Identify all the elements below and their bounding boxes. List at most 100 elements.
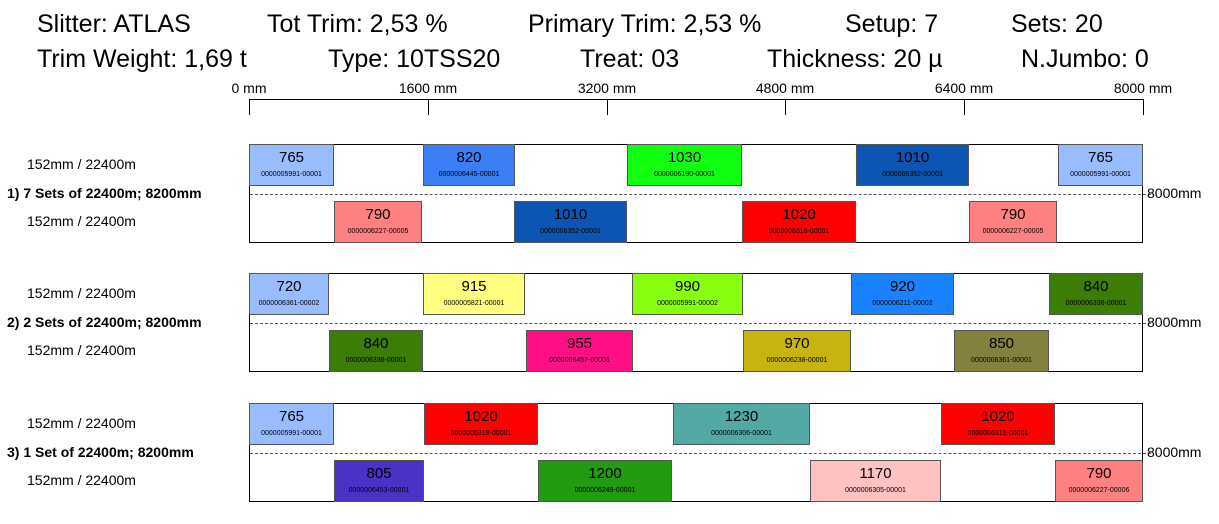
slit-block[interactable]: 955 0000006457-00001 bbox=[526, 330, 633, 372]
set-title: 3) 1 Set of 22400m; 8200mm bbox=[7, 444, 194, 460]
slit-width: 765 bbox=[278, 149, 305, 166]
row-label-top: 152mm / 22400m bbox=[27, 285, 136, 301]
axis-tick-label: 1600 mm bbox=[398, 80, 458, 96]
slit-width: 805 bbox=[366, 465, 392, 482]
slit-block[interactable]: 915 0000005821-00001 bbox=[423, 273, 525, 315]
axis-tick-label: 0 mm bbox=[231, 80, 267, 96]
axis-tick bbox=[249, 99, 250, 115]
slit-block[interactable]: 1030 0000006190-00001 bbox=[627, 144, 742, 186]
slit-width: 955 bbox=[566, 335, 593, 352]
row-divider bbox=[250, 323, 1151, 324]
slit-code: 0000005991-00001 bbox=[1070, 171, 1131, 178]
slit-block[interactable]: 850 0000006361-00001 bbox=[954, 330, 1049, 372]
slit-block[interactable]: 840 0000006336-00001 bbox=[329, 330, 423, 372]
slit-width: 990 bbox=[674, 278, 701, 295]
slitter-label: Slitter: ATLAS bbox=[37, 10, 191, 38]
row-width-label: 8000mm bbox=[1147, 444, 1202, 460]
slit-width: 1020 bbox=[782, 206, 816, 223]
slit-code: 0000006305-00001 bbox=[845, 487, 906, 494]
slit-block[interactable]: 790 0000006227-00005 bbox=[334, 201, 422, 243]
set-title: 1) 7 Sets of 22400m; 8200mm bbox=[7, 185, 202, 201]
slit-width: 1010 bbox=[553, 206, 588, 223]
treat-label: Treat: 03 bbox=[580, 45, 680, 73]
slit-code: 0000006352-00001 bbox=[882, 171, 943, 178]
slit-code: 0000006457-00001 bbox=[549, 357, 610, 364]
thickness-label: Thickness: 20 µ bbox=[767, 45, 943, 73]
slit-code: 0000006352-00001 bbox=[540, 228, 601, 235]
slit-code: 0000006190-00001 bbox=[654, 171, 715, 178]
slit-code: 0000006445-00001 bbox=[438, 171, 500, 178]
axis-line bbox=[249, 99, 1144, 100]
axis-tick bbox=[607, 99, 608, 115]
slit-block[interactable]: 1170 0000006305-00001 bbox=[810, 460, 941, 502]
trim-weight-label: Trim Weight: 1,69 t bbox=[37, 45, 247, 73]
slit-block[interactable]: 1020 0000006319-00001 bbox=[941, 403, 1055, 445]
slit-block[interactable]: 765 0000005991-00001 bbox=[1058, 144, 1143, 186]
slit-width: 790 bbox=[1000, 206, 1026, 223]
axis-tick bbox=[1143, 99, 1144, 115]
slit-code: 0000006306-00001 bbox=[711, 430, 772, 437]
slit-block[interactable]: 1010 0000006352-00001 bbox=[514, 201, 627, 243]
slit-code: 0000006319-00001 bbox=[967, 430, 1029, 437]
n-jumbo-label: N.Jumbo: 0 bbox=[1021, 45, 1149, 73]
axis-tick-label: 6400 mm bbox=[934, 80, 994, 96]
slit-block[interactable]: 765 0000005991-00001 bbox=[249, 144, 334, 186]
axis-tick-label: 8000 mm bbox=[1113, 80, 1173, 96]
setup-label: Setup: 7 bbox=[845, 10, 939, 38]
slit-width: 970 bbox=[784, 335, 810, 352]
slit-block[interactable]: 990 0000005991-00002 bbox=[632, 273, 743, 315]
slit-block[interactable]: 1020 0000006319-00001 bbox=[742, 201, 856, 243]
slit-block[interactable]: 1020 0000006319-00001 bbox=[424, 403, 538, 445]
slit-width: 915 bbox=[461, 278, 487, 295]
slit-block[interactable]: 765 0000005991-00001 bbox=[249, 403, 334, 445]
slit-code: 0000006227-00005 bbox=[347, 228, 409, 235]
row-width-label: 8000mm bbox=[1147, 314, 1202, 330]
slit-block[interactable]: 820 0000006445-00001 bbox=[423, 144, 515, 186]
type-label: Type: 10TSS20 bbox=[328, 45, 501, 73]
slit-code: 0000006227-00006 bbox=[1068, 487, 1130, 494]
slit-width: 790 bbox=[1086, 465, 1112, 482]
slit-code: 0000006211-00002 bbox=[872, 300, 933, 307]
slit-width: 1230 bbox=[724, 408, 759, 425]
slit-block[interactable]: 840 0000006336-00001 bbox=[1049, 273, 1143, 315]
axis-tick bbox=[785, 99, 786, 115]
slit-width: 765 bbox=[1087, 149, 1114, 166]
primary-trim-label: Primary Trim: 2,53 % bbox=[528, 10, 762, 38]
slit-width: 1020 bbox=[981, 408, 1015, 425]
slit-block[interactable]: 720 0000006361-00002 bbox=[249, 273, 329, 315]
row-label-bottom: 152mm / 22400m bbox=[27, 213, 136, 229]
axis-tick bbox=[428, 99, 429, 115]
slit-width: 790 bbox=[365, 206, 391, 223]
row-divider bbox=[250, 453, 1151, 454]
slit-width: 920 bbox=[889, 278, 916, 295]
row-label-bottom: 152mm / 22400m bbox=[27, 342, 136, 358]
slit-block[interactable]: 970 0000006238-00001 bbox=[743, 330, 851, 372]
sets-label: Sets: 20 bbox=[1011, 10, 1103, 38]
axis-tick bbox=[964, 99, 965, 115]
slit-code: 0000006453-00001 bbox=[348, 487, 410, 494]
row-label-top: 152mm / 22400m bbox=[27, 156, 136, 172]
slit-code: 0000006238-00001 bbox=[766, 357, 828, 364]
row-label-top: 152mm / 22400m bbox=[27, 415, 136, 431]
slit-code: 0000006336-00001 bbox=[1065, 300, 1127, 307]
slit-code: 0000006319-00001 bbox=[450, 430, 512, 437]
slit-width: 1170 bbox=[859, 465, 892, 482]
slit-width: 1010 bbox=[895, 149, 930, 166]
tot-trim-label: Tot Trim: 2,53 % bbox=[267, 10, 448, 38]
slit-block[interactable]: 1200 0000006249-00001 bbox=[538, 460, 672, 502]
slit-code: 0000005991-00002 bbox=[657, 300, 718, 307]
slit-block[interactable]: 1010 0000006352-00001 bbox=[856, 144, 969, 186]
slit-width: 840 bbox=[363, 335, 389, 352]
slit-block[interactable]: 790 0000006227-00006 bbox=[1055, 460, 1143, 502]
slit-block[interactable]: 920 0000006211-00002 bbox=[851, 273, 954, 315]
row-divider bbox=[250, 194, 1151, 195]
slit-code: 0000005991-00001 bbox=[261, 171, 322, 178]
slit-block[interactable]: 1230 0000006306-00001 bbox=[673, 403, 810, 445]
axis-tick-label: 4800 mm bbox=[755, 80, 815, 96]
slit-width: 1020 bbox=[464, 408, 498, 425]
slit-width: 1030 bbox=[667, 149, 702, 166]
slit-block[interactable]: 805 0000006453-00001 bbox=[334, 460, 424, 502]
slit-code: 0000006336-00001 bbox=[345, 357, 407, 364]
slit-width: 720 bbox=[276, 278, 302, 295]
slit-block[interactable]: 790 0000006227-00005 bbox=[969, 201, 1057, 243]
